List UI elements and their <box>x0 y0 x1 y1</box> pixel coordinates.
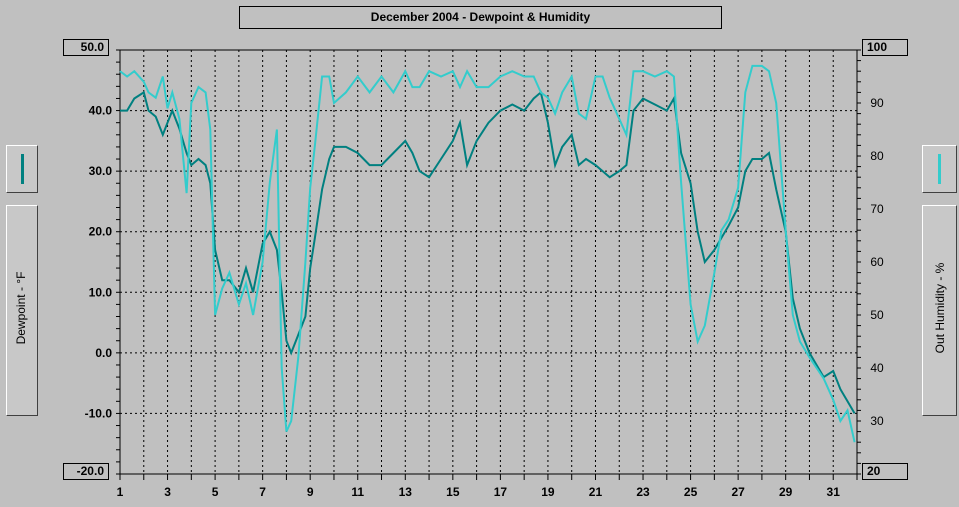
dewpoint-series-line <box>120 90 856 414</box>
humidity-axis-button[interactable]: Out Humidity - % <box>922 205 957 416</box>
chart-title: December 2004 - Dewpoint & Humidity <box>239 6 722 29</box>
left-axis-tick-label: 30.0 <box>89 164 113 178</box>
right-axis-tick-label: 80 <box>870 149 884 163</box>
x-tick-label: 3 <box>164 485 171 499</box>
x-tick-label: 23 <box>636 485 650 499</box>
right-axis-tick-label: 90 <box>870 96 884 110</box>
left-axis-min-label: -20.0 <box>63 463 109 480</box>
right-axis-tick-label: 30 <box>870 414 884 428</box>
right-axis-max-label: 100 <box>862 39 908 56</box>
x-tick-label: 31 <box>826 485 840 499</box>
x-tick-label: 7 <box>259 485 266 499</box>
x-tick-label: 17 <box>493 485 508 499</box>
x-tick-label: 5 <box>211 485 219 499</box>
x-tick-label: 21 <box>588 485 603 499</box>
plot-frame <box>119 49 858 475</box>
right-axis-min-label: 20 <box>862 463 908 480</box>
right-axis-tick-label: 60 <box>870 255 884 269</box>
left-axis-tick-label: 40.0 <box>89 104 113 118</box>
x-tick-label: 11 <box>351 485 365 499</box>
dewpoint-axis-button[interactable]: Dewpoint - °F <box>6 205 38 416</box>
x-tick-label: 29 <box>778 485 793 499</box>
dewpoint-legend-button[interactable] <box>6 145 38 193</box>
x-tick-label: 9 <box>306 485 314 499</box>
humidity-series-line <box>119 64 856 443</box>
left-axis-max-label: 50.0 <box>63 39 109 56</box>
left-axis-tick-label: -10.0 <box>85 406 113 420</box>
x-tick-label: 15 <box>446 485 460 499</box>
left-axis-tick-label: 20.0 <box>89 225 113 239</box>
dewpoint-legend-swatch <box>21 154 24 184</box>
humidity-legend-button[interactable] <box>922 145 957 193</box>
x-tick-label: 13 <box>398 485 412 499</box>
left-axis-tick-label: 0.0 <box>95 346 112 360</box>
right-axis-tick-label: 70 <box>870 202 884 216</box>
right-axis-tick-label: 50 <box>870 308 884 322</box>
x-tick-label: 19 <box>541 485 555 499</box>
humidity-legend-swatch <box>938 154 941 184</box>
x-tick-label: 25 <box>683 485 698 499</box>
left-axis-tick-label: 10.0 <box>89 285 113 299</box>
x-tick-label: 27 <box>731 485 745 499</box>
x-tick-label: 1 <box>116 485 124 499</box>
right-axis-tick-label: 40 <box>870 361 884 375</box>
